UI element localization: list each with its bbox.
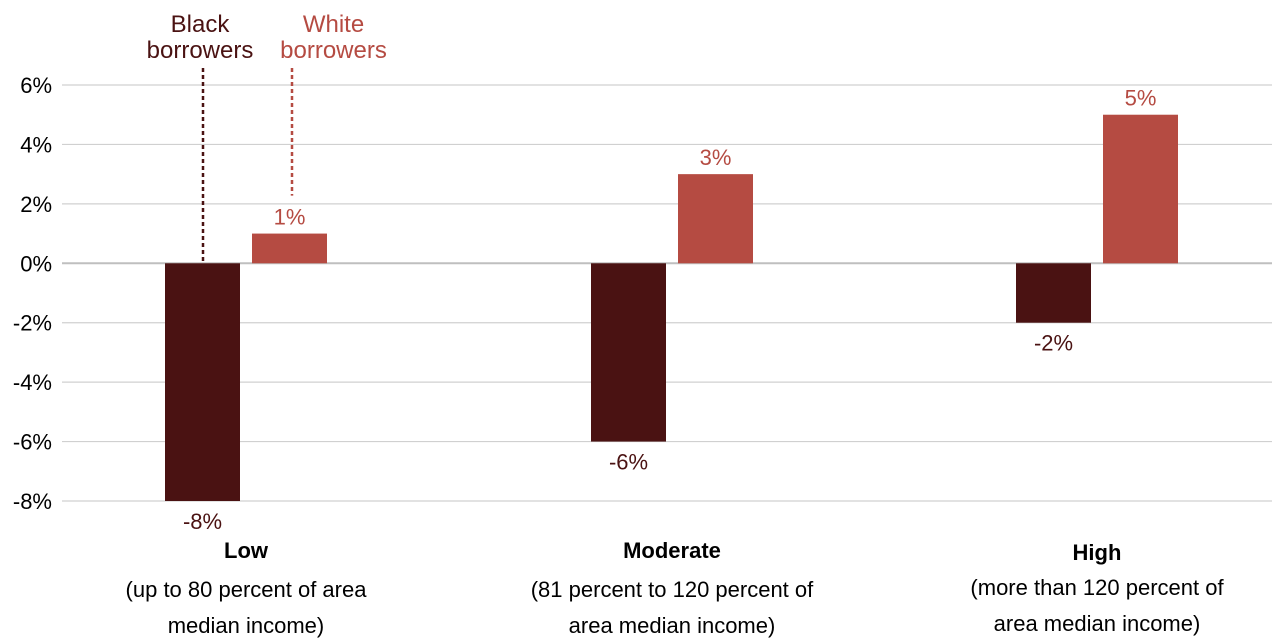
- legend-label: borrowers: [280, 37, 387, 64]
- bars: [165, 114, 1178, 501]
- category-name: High: [1073, 540, 1122, 565]
- y-tick-label: -8%: [13, 489, 52, 514]
- data-label: -2%: [1034, 331, 1073, 356]
- bar: [252, 233, 327, 264]
- data-label: 3%: [700, 145, 732, 170]
- category-description: (up to 80 percent of area: [126, 577, 368, 602]
- y-tick-label: -4%: [13, 370, 52, 395]
- data-label: 5%: [1125, 86, 1157, 111]
- data-label: -6%: [609, 450, 648, 475]
- legend-label: borrowers: [147, 37, 254, 64]
- bar: [591, 263, 666, 442]
- data-label: 1%: [274, 205, 306, 230]
- data-label: -8%: [183, 509, 222, 534]
- y-tick-label: -2%: [13, 311, 52, 336]
- category-name: Low: [224, 538, 269, 563]
- y-tick-label: 0%: [20, 251, 52, 276]
- category-description: (81 percent to 120 percent of: [531, 577, 814, 602]
- category-description: (more than 120 percent of: [970, 575, 1224, 600]
- y-tick-label: 4%: [20, 132, 52, 157]
- bar: [1103, 114, 1178, 264]
- bar: [165, 263, 240, 501]
- category-name: Moderate: [623, 538, 721, 563]
- category-description: area median income): [569, 613, 776, 638]
- bar: [1016, 263, 1091, 323]
- legend-label: White: [303, 11, 364, 38]
- y-tick-label: 2%: [20, 192, 52, 217]
- category-description: area median income): [994, 611, 1201, 636]
- legend-label: Black: [171, 11, 231, 38]
- category-labels: Low (up to 80 percent of area median incom…: [126, 538, 1225, 638]
- y-tick-label: -6%: [13, 430, 52, 455]
- category-description: median income): [168, 613, 325, 638]
- y-tick-label: 6%: [20, 73, 52, 98]
- y-axis-ticks: 6% 4% 2% 0% -2% -4% -6% -8%: [13, 73, 52, 514]
- bar: [678, 174, 753, 264]
- data-labels: -8% -6% -2% 1% 3% 5%: [183, 86, 1156, 534]
